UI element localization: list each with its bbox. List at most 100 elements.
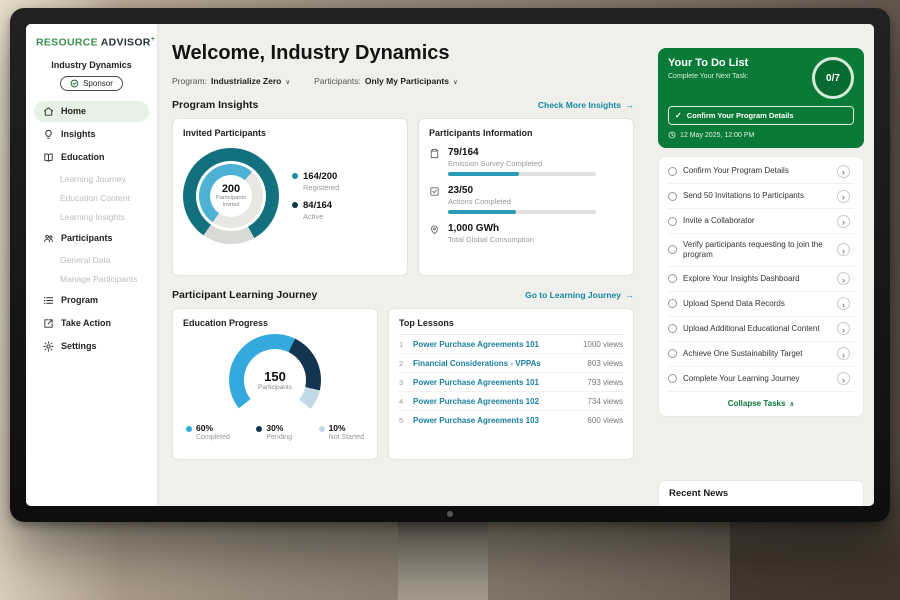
lesson-link[interactable]: Power Purchase Agreements 101 — [413, 339, 539, 349]
logo-plus: + — [150, 36, 156, 43]
app-logo: RESOURCE ADVISOR+ — [34, 36, 155, 49]
chevron-right-icon[interactable] — [837, 189, 850, 203]
task-item[interactable]: Complete Your Learning Journey — [668, 367, 854, 392]
filters-bar: Program: Industrialize Zero Participants… — [172, 76, 634, 86]
chevron-down-icon — [281, 76, 290, 86]
link-label: Go to Learning Journey — [525, 290, 621, 300]
check-icon — [675, 111, 682, 120]
sponsor-icon — [70, 79, 79, 88]
chevron-right-icon[interactable] — [837, 297, 850, 311]
task-checkbox[interactable] — [668, 299, 677, 309]
progress-bar — [448, 172, 596, 176]
todo-progress-ring: 0/7 — [812, 57, 854, 99]
go-to-learning-journey-link[interactable]: Go to Learning Journey — [525, 290, 634, 300]
sponsor-badge[interactable]: Sponsor — [60, 75, 123, 91]
sidebar-item-learning-journey[interactable]: Learning Journey — [60, 173, 126, 184]
task-item[interactable]: Upload Additional Educational Content — [668, 317, 854, 342]
sidebar-item-label: Program — [61, 295, 99, 305]
sidebar-item-education-content[interactable]: Education Content — [60, 192, 130, 203]
invited-participants-card: Invited Participants 200 Participants In… — [172, 118, 408, 276]
sidebar-item-settings[interactable]: Settings — [34, 336, 149, 357]
lesson-views: 1000 views — [582, 339, 623, 349]
task-item[interactable]: Explore Your Insights Dashboard — [668, 267, 854, 292]
chevron-right-icon[interactable] — [837, 347, 850, 361]
task-item[interactable]: Send 50 Invitations to Participants — [668, 184, 854, 209]
task-checkbox[interactable] — [668, 216, 677, 226]
stat-value: 1,000 GWh — [448, 223, 500, 234]
donut-center-label: Participants Invited — [215, 194, 247, 208]
legend-item-pending: 30% Pending — [256, 423, 292, 441]
sidebar-item-learning-insights[interactable]: Learning Insights — [60, 211, 125, 222]
arrow-right-icon — [625, 290, 634, 300]
sidebar-item-insights[interactable]: Insights — [34, 124, 149, 145]
section-title: Participant Learning Journey — [172, 289, 318, 301]
task-label: Complete Your Learning Journey — [683, 373, 800, 383]
task-label: Upload Additional Educational Content — [683, 323, 820, 333]
task-label: Invite a Collaborator — [683, 215, 755, 225]
program-value: Industrialize Zero — [210, 76, 282, 86]
card-title: Participants Information — [429, 128, 533, 138]
task-checkbox[interactable] — [668, 324, 677, 334]
sidebar-item-education[interactable]: Education — [34, 147, 149, 168]
sidebar-item-general-data[interactable]: General Data — [60, 254, 111, 265]
lesson-rank: 5 — [399, 415, 404, 425]
lesson-link[interactable]: Power Purchase Agreements 102 — [413, 396, 539, 406]
task-checkbox[interactable] — [668, 374, 677, 384]
task-label: Achieve One Sustainability Target — [683, 348, 803, 358]
participants-selector[interactable]: Participants: Only My Participants — [314, 76, 458, 86]
participants-information-card: Participants Information 79/164 Emission… — [418, 118, 634, 276]
program-insights-header: Program Insights Check More Insights — [172, 99, 634, 111]
page-title: Welcome, Industry Dynamics — [172, 42, 450, 64]
task-item[interactable]: Invite a Collaborator — [668, 209, 854, 234]
list-icon — [43, 295, 54, 306]
lesson-link[interactable]: Power Purchase Agreements 103 — [413, 415, 539, 425]
task-checkbox[interactable] — [668, 274, 677, 284]
card-title: Invited Participants — [183, 128, 267, 138]
chevron-right-icon[interactable] — [837, 322, 850, 336]
task-item[interactable]: Achieve One Sustainability Target — [668, 342, 854, 367]
lesson-link[interactable]: Power Purchase Agreements 101 — [413, 377, 539, 387]
gauge-center-value: 150 — [264, 369, 286, 384]
legend-item-active: 84/164 Active — [292, 200, 339, 221]
stat-global-consumption: 1,000 GWh Total Global Consumption — [429, 223, 623, 248]
collapse-tasks-button[interactable]: Collapse Tasks — [668, 392, 854, 414]
legend-label: Pending — [266, 434, 293, 441]
task-checkbox[interactable] — [668, 349, 677, 359]
todo-summary-card: Your To Do List Complete Your Next Task:… — [658, 48, 864, 148]
task-checkbox[interactable] — [668, 166, 677, 176]
task-item[interactable]: Upload Spend Data Records — [668, 292, 854, 317]
sidebar-item-home[interactable]: Home — [34, 100, 149, 122]
lesson-row: 4 Power Purchase Agreements 102 734 view… — [399, 392, 623, 411]
legend-label: Not Started — [328, 434, 364, 441]
stat-value: 23/50 — [448, 185, 474, 196]
sidebar-item-manage-participants[interactable]: Manage Participants — [60, 273, 138, 284]
legend-label: Registered — [303, 183, 340, 192]
chevron-right-icon[interactable] — [837, 164, 850, 178]
program-selector[interactable]: Program: Industrialize Zero — [172, 76, 290, 86]
chevron-right-icon[interactable] — [837, 272, 850, 286]
task-item[interactable]: Confirm Your Program Details — [668, 159, 854, 184]
clock-icon — [668, 131, 676, 139]
sidebar-item-program[interactable]: Program — [34, 290, 149, 311]
sidebar-item-participants[interactable]: Participants — [34, 228, 149, 249]
home-icon — [43, 106, 54, 117]
lesson-link[interactable]: Financial Considerations - VPPAs — [413, 358, 541, 368]
sidebar-item-take-action[interactable]: Take Action — [34, 313, 149, 334]
task-label: Confirm Your Program Details — [683, 165, 789, 175]
check-more-insights-link[interactable]: Check More Insights — [538, 100, 634, 110]
next-task-button[interactable]: Confirm Your Program Details — [668, 106, 854, 125]
legend-item-registered: 164/200 Registered — [292, 171, 339, 192]
chevron-right-icon[interactable] — [837, 214, 850, 228]
task-label: Explore Your Insights Dashboard — [683, 273, 800, 283]
todo-subtitle: Complete Your Next Task: — [668, 73, 749, 80]
chevron-right-icon[interactable] — [837, 372, 850, 386]
task-item[interactable]: Verify participants requesting to join t… — [668, 234, 854, 267]
todo-panel: Your To Do List Complete Your Next Task:… — [648, 24, 874, 506]
clipboard-icon — [429, 148, 440, 176]
lesson-views: 600 views — [587, 415, 623, 425]
task-checkbox[interactable] — [668, 245, 677, 255]
legend-dot — [292, 202, 298, 208]
task-checkbox[interactable] — [668, 191, 677, 201]
chevron-right-icon[interactable] — [837, 243, 850, 257]
legend-item-completed: 60% Completed — [186, 423, 230, 441]
